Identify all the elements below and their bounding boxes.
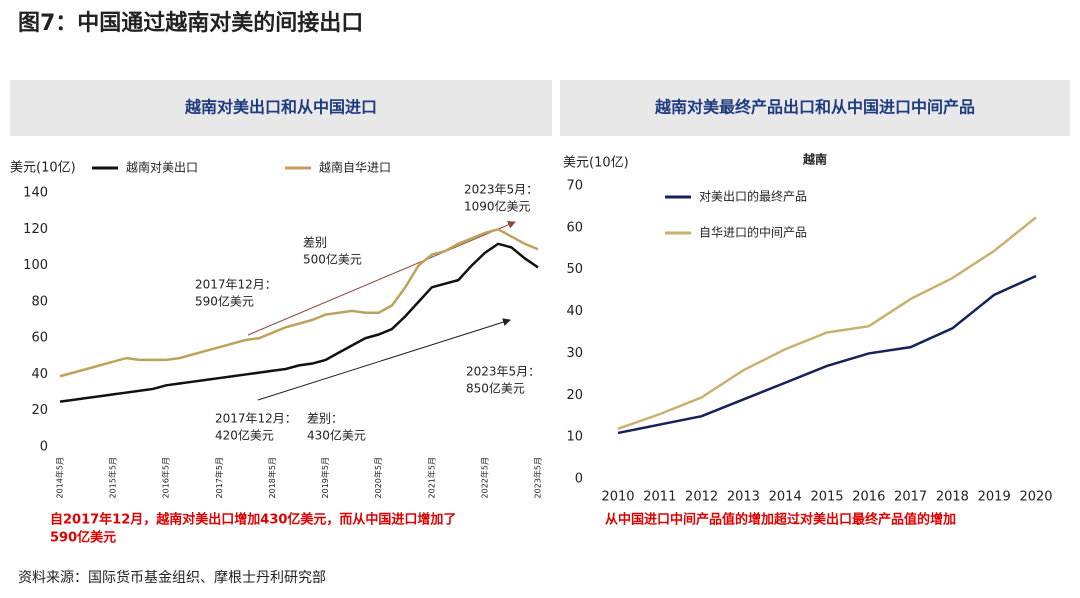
figure-title: 图7：中国通过越南对美的间接出口: [18, 10, 363, 36]
note: 从中国进口中间产品值的增加超过对美出口最终产品值的增加: [605, 512, 956, 528]
y-tick-label: 30: [566, 346, 583, 361]
y-tick-label: 0: [40, 440, 48, 455]
annotation: 1090亿美元: [464, 199, 531, 214]
annotation: 差别：: [307, 412, 343, 426]
y-tick-label: 60: [31, 331, 48, 346]
x-tick-label: 2023年5月: [533, 457, 543, 498]
annotation: 500亿美元: [303, 252, 362, 267]
y-tick-label: 20: [566, 388, 583, 403]
legend-label: 自华进口的中间产品: [699, 225, 807, 240]
annotation: 850亿美元: [466, 381, 525, 396]
note: 自2017年12月，越南对美出口增加430亿美元，而从中国进口增加了: [50, 512, 456, 528]
arrow: [247, 221, 516, 336]
y-tick-label: 120: [23, 222, 48, 237]
x-tick-label: 2016年5月: [161, 457, 171, 498]
x-tick-label: 2021年5月: [426, 457, 436, 498]
y-axis-label: 美元(10亿): [10, 161, 76, 176]
x-tick-label: 2018: [936, 490, 969, 505]
panel-title: 越南对美最终产品出口和从中国进口中间产品: [654, 98, 975, 117]
x-tick-label: 2014: [769, 490, 802, 505]
y-tick-label: 60: [566, 220, 583, 235]
line: [59, 242, 539, 403]
y-tick-label: 40: [31, 367, 48, 382]
line: [59, 227, 539, 378]
x-tick-label: 2015年5月: [108, 457, 118, 498]
legend-label: 越南自华进口: [319, 160, 391, 175]
line: [617, 216, 1037, 430]
y-tick-label: 100: [23, 258, 48, 273]
annotation: 590亿美元: [195, 294, 254, 309]
panel-title: 越南对美出口和从中国进口: [184, 98, 377, 117]
legend-label: 越南对美出口: [126, 160, 198, 175]
annotation: 420亿美元: [215, 428, 274, 443]
x-tick-label: 2016: [852, 490, 885, 505]
annotation: 430亿美元: [307, 428, 366, 443]
y-tick-label: 80: [31, 294, 48, 309]
note: 590亿美元: [50, 530, 116, 546]
y-tick-label: 0: [575, 472, 583, 487]
x-tick-label: 2015: [810, 490, 843, 505]
y-tick-label: 70: [566, 179, 583, 194]
y-tick-label: 10: [566, 430, 583, 445]
annotation: 2017年12月：: [195, 278, 277, 292]
x-tick-label: 2018年5月: [267, 457, 277, 498]
x-tick-label: 2019年5月: [320, 457, 330, 498]
annotation: 差别: [303, 236, 327, 250]
legend-label: 对美出口的最终产品: [699, 189, 807, 204]
annotation: 2023年5月：: [464, 183, 538, 197]
panel-header: [560, 80, 1070, 136]
line: [617, 274, 1037, 435]
annotation: 2023年5月：: [466, 365, 540, 379]
y-tick-label: 50: [566, 262, 583, 277]
x-tick-label: 2017年5月: [214, 457, 224, 498]
x-tick-label: 2020年5月: [373, 457, 383, 498]
x-tick-label: 2019: [978, 490, 1011, 505]
x-tick-label: 2012: [685, 490, 718, 505]
y-tick-label: 20: [31, 403, 48, 418]
x-tick-label: 2010: [601, 490, 634, 505]
x-tick-label: 2022年5月: [479, 457, 489, 498]
x-tick-label: 2020: [1019, 490, 1052, 505]
y-axis-label: 美元(10亿): [563, 156, 629, 171]
x-tick-label: 2014年5月: [55, 457, 65, 498]
subtitle: 越南: [802, 152, 827, 167]
x-tick-label: 2013: [727, 490, 760, 505]
x-tick-label: 2017: [894, 490, 927, 505]
x-tick-label: 2011: [643, 490, 676, 505]
panel-header: [10, 80, 552, 136]
source: 资料来源：国际货币基金组织、摩根士丹利研究部: [18, 569, 326, 586]
arrow: [257, 318, 511, 401]
annotation: 2017年12月：: [215, 412, 297, 426]
y-tick-label: 40: [566, 304, 583, 319]
y-tick-label: 140: [23, 186, 48, 201]
